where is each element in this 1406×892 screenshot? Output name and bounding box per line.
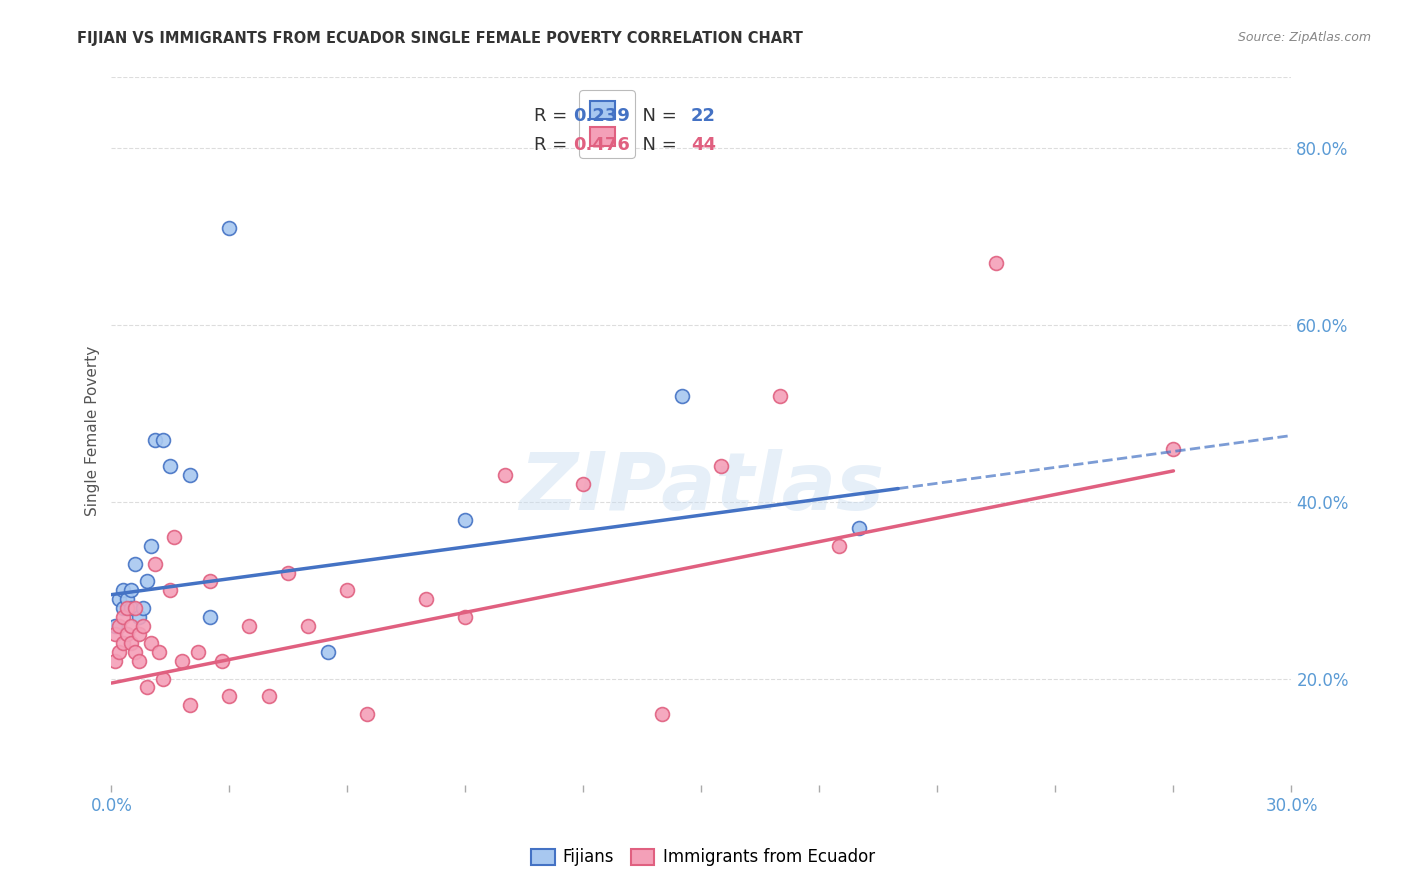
Point (120, 618, 142, 632)
Point (1163, 442, 1185, 456)
Point (143, 557, 166, 571)
Point (112, 636, 135, 650)
Text: FIJIAN VS IMMIGRANTS FROM ECUADOR SINGLE FEMALE POVERTY CORRELATION CHART: FIJIAN VS IMMIGRANTS FROM ECUADOR SINGLE… (77, 31, 803, 46)
Point (179, 698, 201, 713)
Point (108, 645, 131, 659)
Point (132, 618, 155, 632)
Point (163, 530, 186, 544)
Text: R =: R = (534, 136, 572, 153)
Point (218, 690, 240, 704)
Point (159, 583, 181, 598)
Point (115, 601, 138, 615)
Point (277, 566, 299, 580)
Point (120, 636, 142, 650)
Text: ZIPatlas: ZIPatlas (519, 449, 884, 526)
Point (257, 690, 280, 704)
Point (238, 618, 260, 632)
Point (848, 521, 870, 535)
Point (148, 645, 170, 659)
Point (986, 256, 1008, 270)
Text: R =: R = (534, 107, 572, 126)
Point (112, 583, 135, 598)
Point (112, 601, 135, 615)
Text: 44: 44 (690, 136, 716, 153)
Text: N =: N = (631, 136, 682, 153)
Point (211, 654, 233, 668)
Point (104, 654, 127, 668)
Point (152, 672, 174, 686)
Point (124, 601, 146, 615)
Point (124, 557, 146, 571)
Point (115, 627, 138, 641)
Point (218, 220, 240, 235)
Point (297, 618, 319, 632)
Y-axis label: Single Female Poverty: Single Female Poverty (86, 346, 100, 516)
Point (415, 592, 437, 607)
Point (316, 645, 339, 659)
Point (187, 645, 209, 659)
Point (124, 645, 146, 659)
Legend: Fijians, Immigrants from Ecuador: Fijians, Immigrants from Ecuador (524, 842, 882, 873)
Text: N =: N = (631, 107, 682, 126)
Point (769, 389, 792, 403)
Point (828, 539, 851, 553)
Point (135, 574, 157, 589)
Point (115, 592, 138, 607)
Point (128, 654, 150, 668)
Point (198, 609, 221, 624)
Point (104, 618, 127, 632)
Point (651, 706, 673, 721)
Point (132, 601, 155, 615)
Point (139, 539, 162, 553)
Point (671, 389, 693, 403)
Point (120, 601, 142, 615)
Point (108, 592, 131, 607)
Text: 0.476: 0.476 (572, 136, 630, 153)
Point (128, 609, 150, 624)
Point (356, 706, 378, 721)
Point (172, 654, 194, 668)
Point (128, 627, 150, 641)
Point (336, 583, 359, 598)
Point (108, 618, 131, 632)
Point (454, 512, 477, 526)
Text: 0.239: 0.239 (572, 107, 630, 126)
Point (454, 609, 477, 624)
Point (572, 477, 595, 491)
Legend: , : , (579, 90, 636, 158)
Point (710, 459, 733, 474)
Point (135, 681, 157, 695)
Point (152, 433, 174, 447)
Point (112, 609, 135, 624)
Point (104, 627, 127, 641)
Point (120, 583, 142, 598)
Point (139, 636, 162, 650)
Point (198, 574, 221, 589)
Text: 22: 22 (690, 107, 716, 126)
Point (159, 459, 181, 474)
Text: Source: ZipAtlas.com: Source: ZipAtlas.com (1237, 31, 1371, 45)
Point (494, 468, 516, 483)
Point (179, 468, 201, 483)
Point (143, 433, 166, 447)
